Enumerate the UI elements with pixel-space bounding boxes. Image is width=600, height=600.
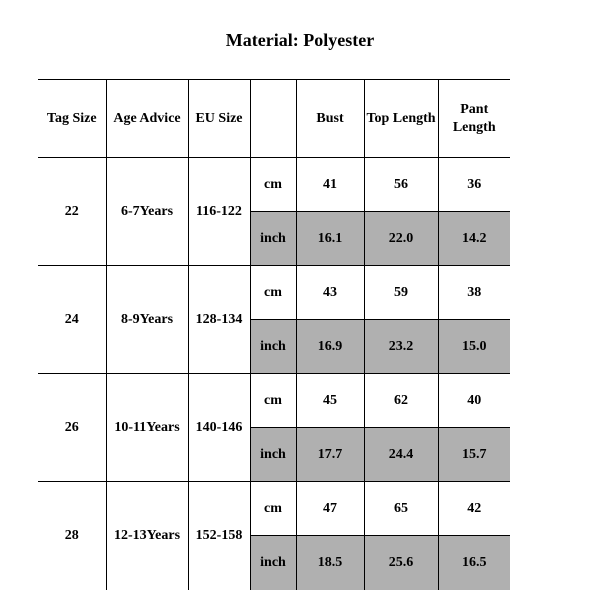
- col-eu-size: EU Size: [188, 80, 250, 158]
- table-row: 226-7Years116-122cm415636: [38, 158, 510, 212]
- col-tag-size: Tag Size: [38, 80, 106, 158]
- cell-top-length: 65: [364, 482, 438, 536]
- col-unit: [250, 80, 296, 158]
- cell-eu-size: 116-122: [188, 158, 250, 266]
- cell-unit: cm: [250, 374, 296, 428]
- cell-tag-size: 26: [38, 374, 106, 482]
- cell-unit: cm: [250, 482, 296, 536]
- cell-age-advice: 12-13Years: [106, 482, 188, 590]
- col-bust: Bust: [296, 80, 364, 158]
- cell-pant-length: 15.0: [438, 320, 510, 374]
- cell-bust: 43: [296, 266, 364, 320]
- table-header: Tag Size Age Advice EU Size Bust Top Len…: [38, 80, 510, 158]
- cell-unit: cm: [250, 266, 296, 320]
- cell-unit: inch: [250, 428, 296, 482]
- cell-top-length: 56: [364, 158, 438, 212]
- cell-unit: inch: [250, 320, 296, 374]
- cell-age-advice: 10-11Years: [106, 374, 188, 482]
- cell-pant-length: 42: [438, 482, 510, 536]
- cell-bust: 18.5: [296, 536, 364, 590]
- col-pant-length: Pant Length: [438, 80, 510, 158]
- cell-tag-size: 28: [38, 482, 106, 590]
- cell-top-length: 22.0: [364, 212, 438, 266]
- cell-top-length: 62: [364, 374, 438, 428]
- col-age-advice: Age Advice: [106, 80, 188, 158]
- cell-eu-size: 128-134: [188, 266, 250, 374]
- cell-unit: cm: [250, 158, 296, 212]
- cell-pant-length: 40: [438, 374, 510, 428]
- cell-age-advice: 8-9Years: [106, 266, 188, 374]
- cell-tag-size: 22: [38, 158, 106, 266]
- cell-top-length: 59: [364, 266, 438, 320]
- cell-age-advice: 6-7Years: [106, 158, 188, 266]
- cell-pant-length: 15.7: [438, 428, 510, 482]
- size-table: Tag Size Age Advice EU Size Bust Top Len…: [38, 79, 510, 590]
- cell-bust: 16.1: [296, 212, 364, 266]
- cell-eu-size: 152-158: [188, 482, 250, 590]
- cell-pant-length: 14.2: [438, 212, 510, 266]
- cell-pant-length: 38: [438, 266, 510, 320]
- cell-bust: 17.7: [296, 428, 364, 482]
- cell-top-length: 25.6: [364, 536, 438, 590]
- cell-unit: inch: [250, 536, 296, 590]
- cell-pant-length: 16.5: [438, 536, 510, 590]
- cell-top-length: 23.2: [364, 320, 438, 374]
- col-top-length: Top Length: [364, 80, 438, 158]
- cell-eu-size: 140-146: [188, 374, 250, 482]
- table-row: 2610-11Years140-146cm456240: [38, 374, 510, 428]
- cell-unit: inch: [250, 212, 296, 266]
- table-row: 2812-13Years152-158cm476542: [38, 482, 510, 536]
- page-title: Material: Polyester: [0, 30, 600, 51]
- cell-bust: 16.9: [296, 320, 364, 374]
- cell-pant-length: 36: [438, 158, 510, 212]
- table-row: 248-9Years128-134cm435938: [38, 266, 510, 320]
- cell-bust: 47: [296, 482, 364, 536]
- cell-bust: 41: [296, 158, 364, 212]
- cell-bust: 45: [296, 374, 364, 428]
- cell-tag-size: 24: [38, 266, 106, 374]
- page: Material: Polyester Tag Size Age Advice …: [0, 0, 600, 600]
- cell-top-length: 24.4: [364, 428, 438, 482]
